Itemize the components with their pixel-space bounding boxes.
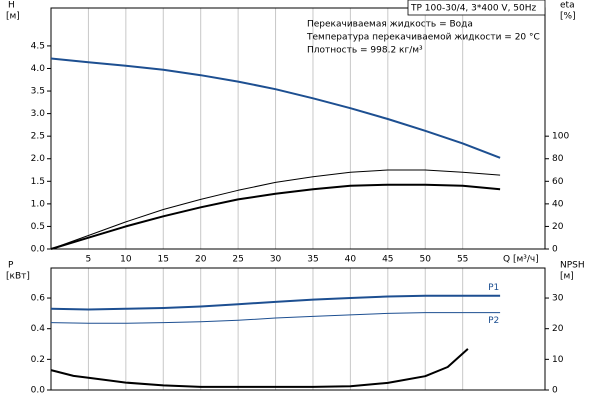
y-tick-label: 0.0 <box>31 386 46 396</box>
y2-tick-label: 20 <box>552 324 564 334</box>
y-tick-label: 1.0 <box>31 199 46 209</box>
y2-tick-label: 30 <box>552 294 564 304</box>
y-tick-label: 3.5 <box>31 87 45 97</box>
y-tick-label: 1.5 <box>31 177 45 187</box>
x-axis-label: Q [м³/ч] <box>503 255 539 265</box>
y2-axis-label: eta <box>560 1 575 11</box>
curve <box>50 312 501 324</box>
y-tick-label: 0.6 <box>31 294 46 304</box>
x-tick-label: 55 <box>457 255 468 265</box>
y2-tick-label: 0 <box>552 245 558 255</box>
y2-tick-label: 60 <box>552 177 564 187</box>
y2-tick-label: 40 <box>552 199 564 209</box>
y-axis-label: H <box>8 1 15 11</box>
plot-area <box>51 8 545 249</box>
annotation: Перекачиваемая жидкость = Вода <box>307 20 473 30</box>
curve-label: P2 <box>488 316 499 326</box>
curve <box>50 348 469 388</box>
curve <box>50 294 501 311</box>
y-tick-label: 0.5 <box>31 222 45 232</box>
annotation: Плотность = 998.2 кг/м³ <box>307 46 423 56</box>
x-tick-label: 5 <box>86 255 92 265</box>
x-tick-label: 30 <box>270 255 282 265</box>
y-tick-label: 3.0 <box>31 109 46 119</box>
plot-area <box>51 268 545 390</box>
y2-axis-label: NPSH <box>560 261 585 271</box>
x-tick-label: 45 <box>382 255 393 265</box>
y2-tick-label: 20 <box>552 222 564 232</box>
x-tick-label: 50 <box>420 255 432 265</box>
y2-tick-label: 80 <box>552 154 564 164</box>
y-tick-label: 0.2 <box>31 355 45 365</box>
x-tick-label: 35 <box>307 255 318 265</box>
y-tick-label: 0.4 <box>31 324 46 334</box>
plot-frame <box>50 267 546 391</box>
chart-title: TP 100-30/4, 3*400 V, 50Hz <box>410 4 537 14</box>
y2-axis-unit: [%] <box>560 12 576 22</box>
plot-frame <box>50 7 546 250</box>
x-tick-label: 15 <box>158 255 169 265</box>
y2-tick-label: 0 <box>552 386 558 396</box>
y-tick-label: 2.5 <box>31 132 45 142</box>
y-tick-label: 2.0 <box>31 154 46 164</box>
y2-axis-unit: [м] <box>560 272 574 282</box>
x-tick-label: 20 <box>195 255 207 265</box>
curve <box>50 57 501 159</box>
title-box <box>407 0 546 16</box>
y-tick-label: 4.5 <box>31 41 45 51</box>
x-tick-label: 25 <box>232 255 243 265</box>
curve-label: P1 <box>488 283 499 293</box>
y-axis-unit: [м] <box>6 12 20 22</box>
x-tick-label: 40 <box>345 255 357 265</box>
curve <box>50 183 501 250</box>
y-axis-label: P <box>8 261 14 271</box>
x-tick-label: 10 <box>120 255 132 265</box>
y-axis-unit: [кВт] <box>6 272 30 282</box>
y2-tick-label: 100 <box>552 132 569 142</box>
y-tick-label: 4.0 <box>31 64 46 74</box>
annotation: Температура перекачиваемой жидкости = 20… <box>306 33 540 43</box>
y2-tick-label: 10 <box>552 355 564 365</box>
y-tick-label: 0.0 <box>31 245 46 255</box>
curve <box>50 169 501 250</box>
